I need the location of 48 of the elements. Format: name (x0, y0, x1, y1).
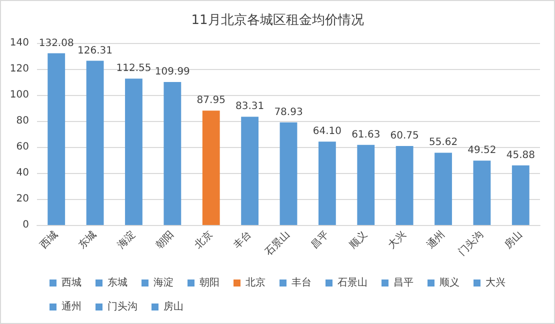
x-tick-label: 大兴 (386, 228, 408, 252)
x-tick-label: 通州 (424, 228, 448, 252)
legend-label: 海淀 (154, 276, 174, 288)
x-tick-label: 西城 (38, 228, 60, 252)
x-tick-label: 朝阳 (154, 228, 176, 252)
y-tick-label: 100 (10, 90, 29, 100)
x-tick-label: 石景山 (262, 228, 292, 258)
data-label: 61.63 (352, 129, 380, 140)
data-label: 49.52 (468, 145, 496, 156)
y-tick-label: 140 (10, 38, 29, 48)
data-label: 132.08 (38, 38, 74, 49)
x-tick-label: 海淀 (114, 228, 138, 252)
legend-label: 北京 (246, 276, 266, 288)
x-tick-label: 东城 (76, 228, 99, 252)
data-label: 55.62 (428, 137, 458, 148)
legend-label: 门头沟 (108, 300, 138, 312)
legend-label: 顺义 (440, 276, 460, 288)
legend-label: 昌平 (394, 278, 414, 288)
data-label: 109.99 (154, 66, 190, 78)
legend-label: 西城 (62, 276, 82, 288)
x-tick-label: 昌平 (309, 229, 332, 252)
y-tick-label: 120 (10, 64, 29, 74)
data-label: 87.95 (196, 95, 226, 106)
data-label: 64.10 (312, 126, 342, 138)
data-label: 126.31 (78, 45, 113, 56)
data-label: 45.88 (506, 150, 535, 161)
legend-label: 朝阳 (200, 276, 220, 288)
chart-title: 11月北京各城区租金均价情况 (191, 13, 364, 28)
y-tick-label: 20 (16, 194, 29, 204)
data-label: 60.75 (390, 130, 419, 142)
x-tick-label: 房山 (502, 228, 525, 252)
y-tick-label: 80 (16, 116, 29, 126)
x-tick-label: 北京 (192, 228, 216, 252)
data-label: 78.93 (274, 106, 303, 118)
legend-label: 房山 (164, 300, 184, 312)
legend-label: 大兴 (486, 276, 506, 288)
x-tick-label: 门头沟 (456, 228, 486, 258)
data-label: 83.31 (235, 101, 264, 112)
y-tick-label: 0 (22, 220, 29, 230)
data-label: 112.55 (116, 63, 152, 74)
legend-label: 石景山 (338, 276, 368, 288)
legend-label: 丰台 (292, 276, 312, 288)
legend-label: 通州 (62, 300, 82, 312)
legend-label: 东城 (108, 276, 128, 288)
x-tick-label: 丰台 (231, 228, 254, 252)
y-tick-label: 40 (16, 168, 29, 178)
x-tick-label: 顺义 (347, 228, 370, 252)
y-tick-label: 60 (16, 142, 29, 152)
